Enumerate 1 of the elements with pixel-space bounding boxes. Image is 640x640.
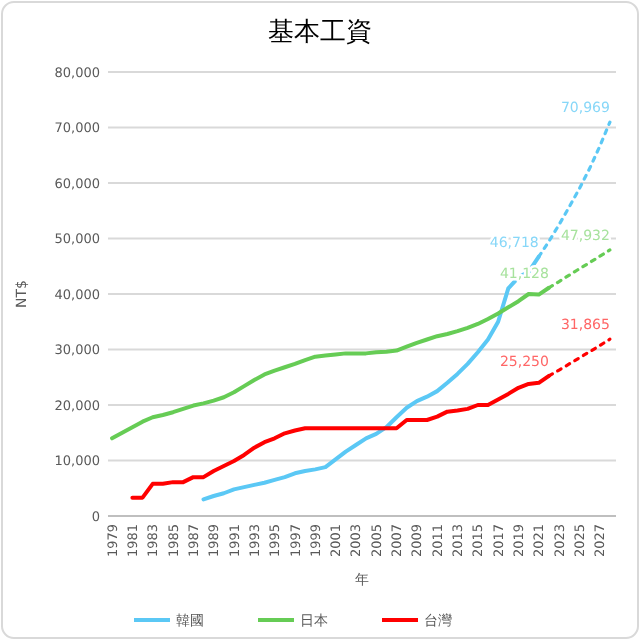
chart-title: 基本工資 xyxy=(268,18,372,48)
